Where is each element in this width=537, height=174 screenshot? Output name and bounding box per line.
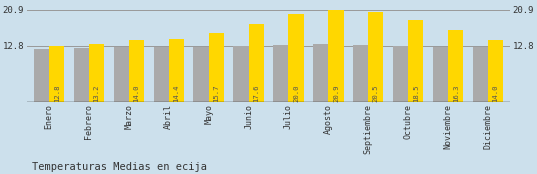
- Bar: [288, 14, 303, 102]
- Bar: [393, 46, 408, 102]
- Bar: [273, 45, 288, 102]
- Text: 16.3: 16.3: [453, 84, 459, 102]
- Bar: [448, 30, 463, 102]
- Text: 14.0: 14.0: [133, 84, 140, 102]
- Bar: [74, 48, 89, 102]
- Bar: [473, 47, 488, 102]
- Text: Temperaturas Medias en ecija: Temperaturas Medias en ecija: [32, 162, 207, 172]
- Bar: [34, 49, 49, 102]
- Bar: [154, 47, 169, 102]
- Bar: [209, 33, 224, 102]
- Bar: [328, 10, 344, 102]
- Text: 14.4: 14.4: [173, 84, 179, 102]
- Bar: [114, 47, 129, 102]
- Bar: [433, 47, 448, 102]
- Bar: [353, 45, 368, 102]
- Bar: [313, 44, 328, 102]
- Bar: [488, 40, 503, 102]
- Text: 12.8: 12.8: [54, 84, 60, 102]
- Bar: [249, 25, 264, 102]
- Text: 13.2: 13.2: [93, 84, 99, 102]
- Bar: [408, 21, 423, 102]
- Bar: [193, 47, 209, 102]
- Bar: [234, 46, 249, 102]
- Text: 20.5: 20.5: [373, 84, 379, 102]
- Bar: [368, 12, 383, 102]
- Text: 17.6: 17.6: [253, 84, 259, 102]
- Bar: [169, 39, 184, 102]
- Text: 14.0: 14.0: [492, 84, 498, 102]
- Text: 15.7: 15.7: [213, 84, 219, 102]
- Text: 20.9: 20.9: [333, 84, 339, 102]
- Text: 20.0: 20.0: [293, 84, 299, 102]
- Bar: [49, 46, 64, 102]
- Text: 18.5: 18.5: [413, 84, 419, 102]
- Bar: [89, 44, 104, 102]
- Bar: [129, 40, 144, 102]
